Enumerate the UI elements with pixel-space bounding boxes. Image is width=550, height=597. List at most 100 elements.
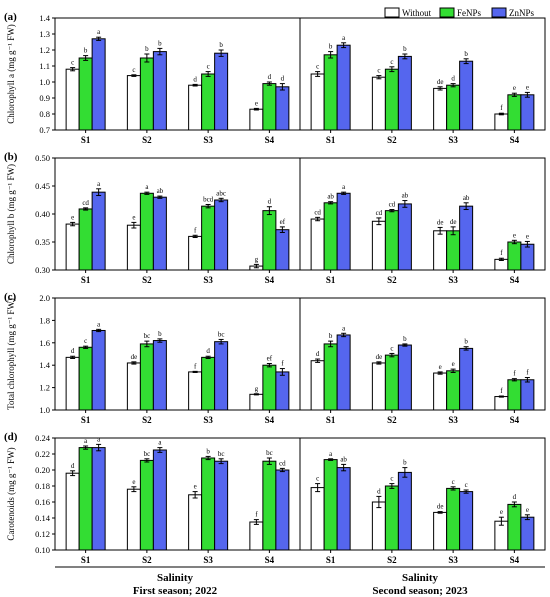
y-tick-label: 0.12 (35, 529, 50, 539)
significance-letter: a (97, 320, 101, 328)
y-tick-label: 1.2 (39, 383, 50, 393)
significance-letter: c (390, 475, 393, 483)
significance-letter: c (316, 475, 319, 483)
significance-letter: f (194, 226, 197, 234)
significance-letter: bc (218, 450, 225, 458)
y-tick-label: 0.45 (35, 181, 50, 191)
y-tick-label: 0.14 (35, 513, 51, 523)
legend-swatch-znnps (491, 7, 507, 18)
significance-letter: c (316, 63, 319, 71)
bar (249, 393, 264, 411)
bar (371, 362, 386, 411)
bar (91, 191, 106, 271)
footer-right-line1: Salinity (402, 572, 439, 584)
significance-letter: de (437, 78, 444, 86)
x-tick-label: S4 (265, 135, 275, 145)
significance-letter: e (439, 363, 442, 371)
significance-letter: f (500, 249, 503, 257)
bar (520, 516, 535, 551)
significance-letter: de (437, 503, 444, 511)
panel-label: (d) (4, 431, 18, 443)
bar (433, 372, 448, 411)
x-tick-label: S1 (326, 135, 336, 145)
significance-letter: cd (82, 199, 89, 207)
significance-letter: bc (218, 330, 225, 338)
y-tick-label: 1.8 (39, 315, 50, 325)
y-tick-label: 0.9 (39, 93, 50, 103)
significance-letter: a (342, 34, 346, 42)
bar (371, 76, 386, 131)
significance-letter: b (84, 47, 88, 55)
significance-letter: b (329, 43, 333, 51)
significance-letter: de (131, 353, 138, 361)
y-tick-label: 0.35 (35, 237, 50, 247)
bar (139, 57, 154, 131)
significance-letter: c (452, 478, 455, 486)
bar (262, 83, 277, 131)
bar (91, 38, 106, 131)
x-tick-label: S3 (448, 415, 458, 425)
bar (323, 459, 338, 551)
y-axis-label: Chlorophyll b (mg g⁻¹ FW) (6, 164, 16, 264)
bar (459, 205, 474, 271)
significance-letter: de (450, 218, 457, 226)
x-tick-label: S2 (142, 415, 152, 425)
x-tick-label: S2 (142, 135, 152, 145)
legend-label-znnps: ZnNPs (509, 8, 535, 18)
bar (459, 60, 474, 131)
x-tick-label: S4 (510, 555, 520, 565)
significance-letter: bc (144, 450, 151, 458)
y-tick-label: 0.30 (35, 265, 50, 275)
bar (371, 501, 386, 551)
significance-letter: ef (267, 355, 273, 363)
x-tick-label: S2 (387, 275, 397, 285)
x-tick-label: S3 (203, 275, 213, 285)
bar (446, 370, 461, 411)
significance-letter: d (281, 75, 285, 83)
bar (310, 73, 325, 131)
bar (323, 343, 338, 411)
significance-letter: a (97, 435, 101, 443)
x-tick-label: S4 (510, 275, 520, 285)
significance-letter: cd (389, 201, 396, 209)
panels: (a) 0.7 0.8 0.9 1.0 1.1 1.2 1.3 1.4 Chlorophyll a… (4, 11, 546, 565)
significance-letter: a (158, 439, 162, 447)
significance-letter: b (158, 39, 162, 47)
bar (336, 44, 351, 131)
bar (507, 94, 522, 131)
significance-letter: bc (266, 449, 273, 457)
significance-letter: c (207, 63, 210, 71)
significance-letter: c (84, 337, 87, 345)
bar (310, 360, 325, 411)
bar (507, 379, 522, 411)
bar (397, 203, 412, 271)
bar (91, 329, 106, 411)
significance-letter: f (194, 362, 197, 370)
significance-letter: e (452, 360, 455, 368)
footer-right-line2: Second season; 2023 (372, 585, 468, 597)
bar (520, 243, 535, 271)
x-tick-label: S4 (510, 135, 520, 145)
significance-letter: a (97, 28, 101, 36)
bar (201, 457, 216, 551)
significance-letter: e (132, 478, 135, 486)
significance-letter: cd (314, 208, 321, 216)
x-tick-label: S4 (265, 275, 275, 285)
significance-letter: a (145, 183, 149, 191)
legend-label-without: Without (402, 8, 432, 18)
bar (214, 52, 229, 131)
bar (433, 230, 448, 271)
legend-swatch-fenps (439, 7, 455, 18)
y-axis-label: Carotenoids (mg g⁻¹ FW) (6, 447, 16, 540)
bar (275, 229, 290, 271)
bar (275, 86, 290, 131)
y-tick-label: 0.24 (35, 433, 51, 443)
bar (78, 57, 93, 131)
bar (507, 241, 522, 271)
bar (201, 356, 216, 411)
significance-letter: bcd (203, 195, 214, 203)
bar (397, 471, 412, 551)
significance-letter: cd (279, 459, 286, 467)
y-tick-label: 1.4 (39, 360, 50, 370)
bar (323, 202, 338, 271)
